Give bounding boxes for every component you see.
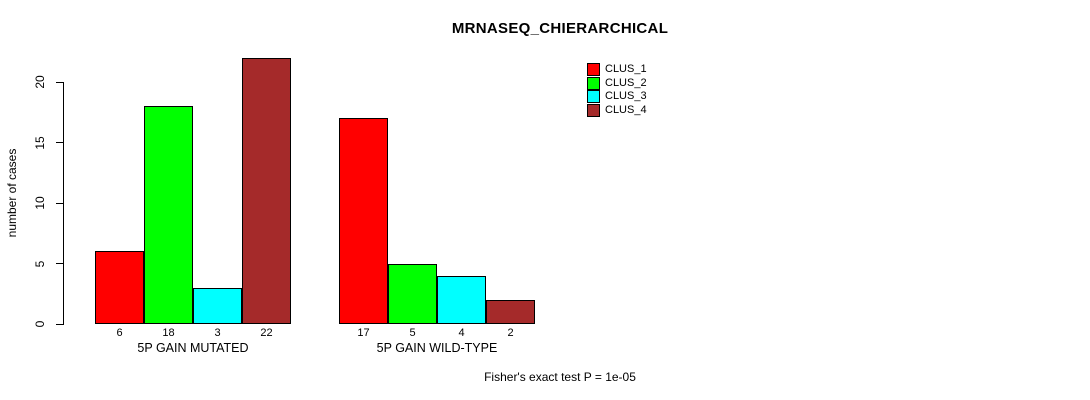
bar-clus_3-group1	[193, 287, 242, 324]
y-axis-label: number of cases	[5, 148, 19, 238]
y-tick-label: 10	[33, 196, 47, 210]
legend-label: CLUS_2	[605, 76, 647, 89]
y-tick-label: 20	[33, 75, 47, 89]
bar-clus_1-group2	[339, 118, 388, 324]
legend-item-clus_3: CLUS_3	[587, 90, 647, 103]
bar-value-label: 18	[162, 327, 175, 339]
y-tick-mark	[56, 263, 63, 264]
bar-value-label: 2	[507, 327, 514, 339]
legend-swatch-icon	[587, 103, 600, 117]
fisher-test-annotation: Fisher's exact test P = 1e-05	[484, 370, 636, 384]
legend-label: CLUS_3	[605, 90, 647, 102]
legend-label: CLUS_1	[605, 63, 647, 75]
bar-value-label: 5	[409, 327, 416, 339]
y-tick-mark	[56, 81, 63, 83]
y-tick-label: 15	[33, 135, 47, 150]
legend-swatch-icon	[587, 90, 600, 103]
y-tick-mark	[56, 202, 63, 204]
y-tick-mark	[56, 323, 63, 325]
legend: CLUS_1 CLUS_2 CLUS_3 CLUS_4	[587, 63, 647, 117]
bar-clus_1-group1	[95, 251, 144, 324]
bar-clus_3-group2	[437, 275, 486, 324]
legend-item-clus_2: CLUS_2	[587, 76, 647, 90]
bar-clus_4-group2	[486, 299, 535, 324]
y-tick-label: 5	[33, 260, 47, 267]
bar-value-label: 6	[116, 327, 123, 339]
legend-label: CLUS_4	[605, 103, 647, 116]
bar-value-label: 3	[214, 327, 221, 339]
chart-title: MRNASEQ_CHIERARCHICAL	[451, 20, 669, 37]
legend-item-clus_1: CLUS_1	[587, 63, 647, 76]
bar-clus_2-group2	[388, 263, 437, 324]
legend-item-clus_4: CLUS_4	[587, 103, 647, 117]
bar-value-label: 22	[260, 327, 273, 339]
category-label-mutated: 5P GAIN MUTATED	[137, 341, 249, 355]
bar-clus_4-group1	[242, 57, 291, 324]
y-axis-line	[63, 82, 64, 325]
legend-swatch-icon	[587, 63, 600, 76]
y-tick-label: 0	[33, 320, 47, 328]
y-tick-mark	[56, 142, 63, 143]
legend-swatch-icon	[587, 76, 600, 90]
bar-clus_2-group1	[144, 106, 193, 324]
bar-value-label: 4	[458, 327, 465, 339]
category-label-wildtype: 5P GAIN WILD-TYPE	[376, 341, 498, 355]
bar-value-label: 17	[357, 327, 370, 339]
